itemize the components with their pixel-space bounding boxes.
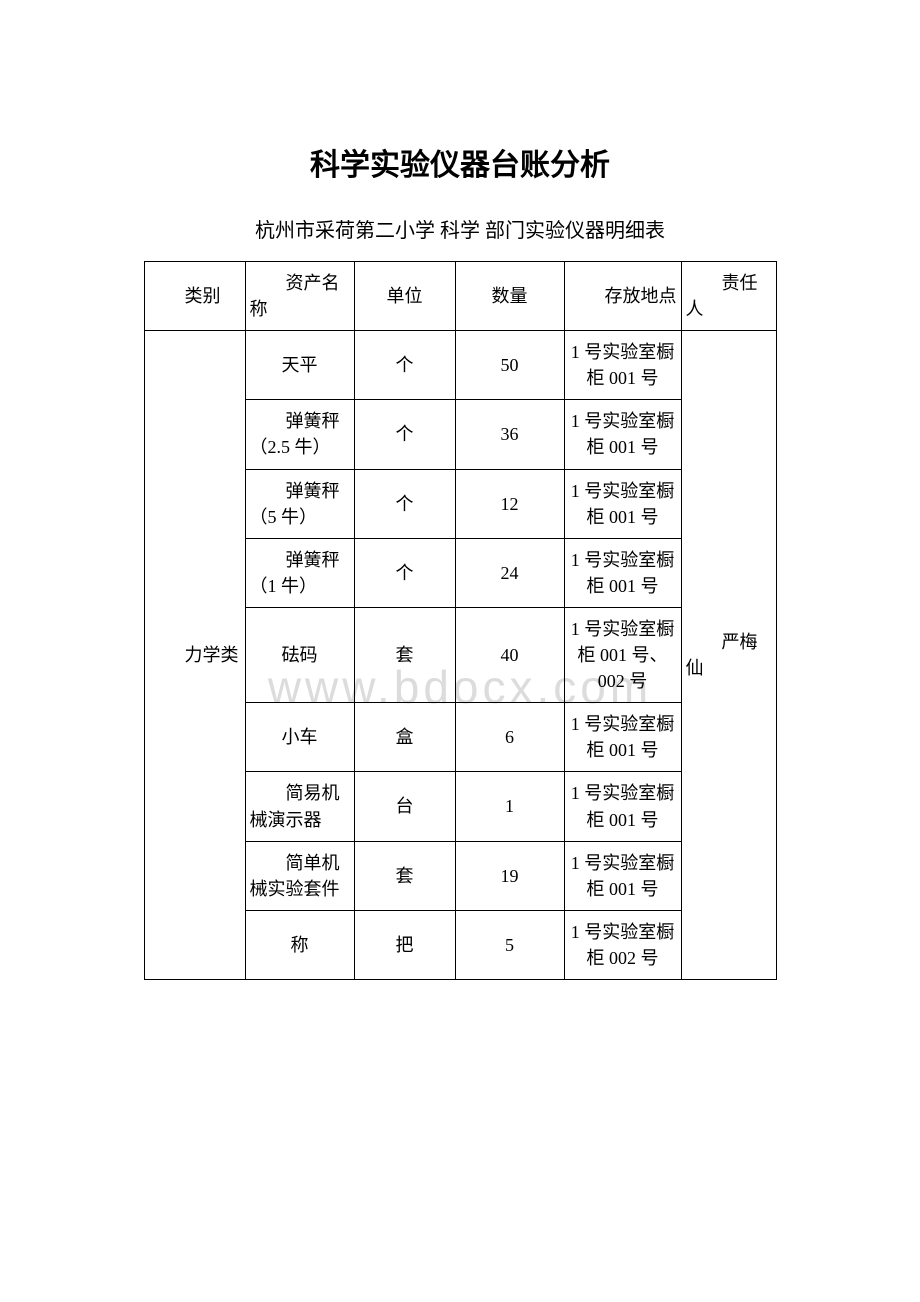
col-header-qty: 数量 bbox=[492, 286, 528, 306]
cell-qty: 6 bbox=[505, 727, 514, 747]
cell-name: 弹簧秤（1 牛） bbox=[250, 547, 350, 599]
cell-location: 1 号实验室橱柜 001 号、002 号 bbox=[571, 619, 675, 691]
cell-name: 天平 bbox=[282, 355, 318, 375]
col-header-location: 存放地点 bbox=[569, 283, 677, 309]
cell-qty: 12 bbox=[501, 494, 519, 514]
page-title: 科学实验仪器台账分析 bbox=[100, 140, 820, 184]
document-page: 科学实验仪器台账分析 杭州市采荷第二小学 科学 部门实验仪器明细表 类别 资产名… bbox=[0, 0, 920, 1040]
cell-qty: 36 bbox=[501, 424, 519, 444]
cell-name: 简单机械实验套件 bbox=[250, 850, 350, 902]
responsible-cell: 严梅仙 bbox=[686, 629, 772, 681]
cell-unit: 套 bbox=[396, 866, 414, 886]
category-cell: 力学类 bbox=[149, 642, 241, 668]
cell-unit: 个 bbox=[396, 355, 414, 375]
col-header-name: 资产名称 bbox=[250, 270, 350, 322]
cell-name: 砝码 bbox=[282, 645, 318, 665]
cell-location: 1 号实验室橱柜 001 号 bbox=[571, 853, 675, 899]
col-header-unit: 单位 bbox=[387, 286, 423, 306]
cell-unit: 台 bbox=[396, 796, 414, 816]
cell-qty: 40 bbox=[501, 645, 519, 665]
cell-qty: 1 bbox=[505, 796, 514, 816]
cell-name: 弹簧秤（5 牛） bbox=[250, 478, 350, 530]
cell-name: 简易机械演示器 bbox=[250, 780, 350, 832]
cell-location: 1 号实验室橱柜 002 号 bbox=[571, 922, 675, 968]
cell-location: 1 号实验室橱柜 001 号 bbox=[571, 783, 675, 829]
cell-location: 1 号实验室橱柜 001 号 bbox=[571, 481, 675, 527]
cell-unit: 个 bbox=[396, 424, 414, 444]
cell-unit: 套 bbox=[396, 645, 414, 665]
cell-unit: 个 bbox=[396, 494, 414, 514]
cell-location: 1 号实验室橱柜 001 号 bbox=[571, 342, 675, 388]
cell-location: 1 号实验室橱柜 001 号 bbox=[571, 714, 675, 760]
page-subtitle: 杭州市采荷第二小学 科学 部门实验仪器明细表 bbox=[100, 214, 820, 243]
cell-qty: 24 bbox=[501, 563, 519, 583]
cell-unit: 个 bbox=[396, 563, 414, 583]
cell-name: 称 bbox=[291, 935, 309, 955]
cell-unit: 盒 bbox=[396, 727, 414, 747]
cell-location: 1 号实验室橱柜 001 号 bbox=[571, 550, 675, 596]
cell-unit: 把 bbox=[396, 935, 414, 955]
col-header-category: 类别 bbox=[149, 283, 241, 309]
table-row: 力学类 天平 个 50 1 号实验室橱柜 001 号 严梅仙 bbox=[144, 331, 776, 400]
table-header-row: 类别 资产名称 单位 数量 存放地点 责任人 bbox=[144, 262, 776, 331]
equipment-table: 类别 资产名称 单位 数量 存放地点 责任人 力学类 天平 个 50 1 号实验… bbox=[144, 261, 777, 980]
cell-qty: 50 bbox=[501, 355, 519, 375]
cell-qty: 19 bbox=[501, 866, 519, 886]
cell-qty: 5 bbox=[505, 935, 514, 955]
cell-location: 1 号实验室橱柜 001 号 bbox=[571, 411, 675, 457]
cell-name: 小车 bbox=[282, 727, 318, 747]
cell-name: 弹簧秤（2.5 牛） bbox=[250, 408, 350, 460]
col-header-responsible: 责任人 bbox=[686, 270, 772, 322]
